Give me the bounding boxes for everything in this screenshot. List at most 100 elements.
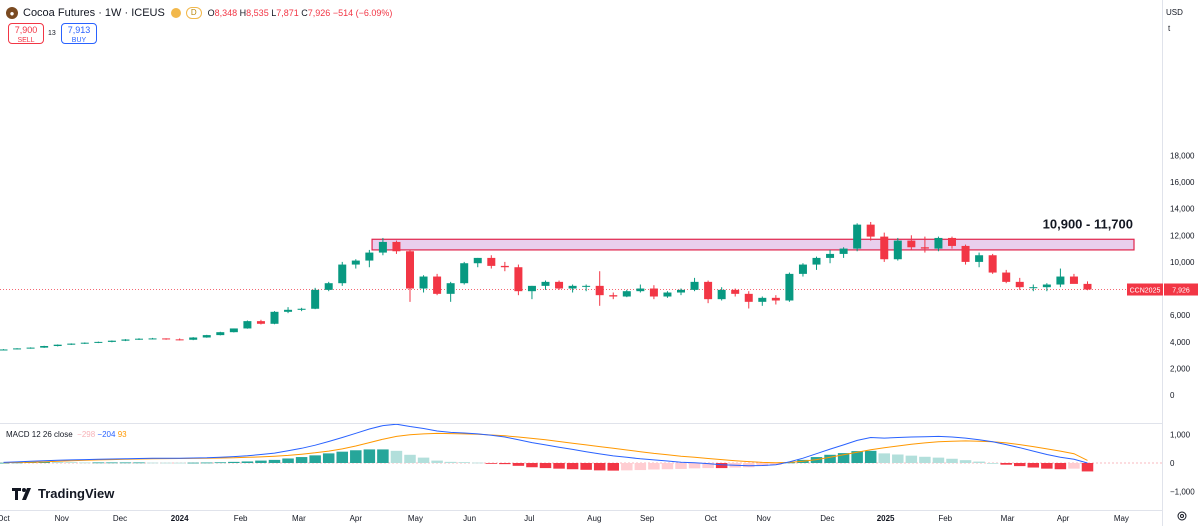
delayed-data-badge[interactable]: D <box>185 7 202 19</box>
macd-histogram-bar <box>756 463 769 467</box>
settings-gear-icon[interactable] <box>1176 510 1188 522</box>
close-value: 7,926 <box>307 8 331 18</box>
sell-button[interactable]: 7,900 SELL <box>8 23 44 44</box>
candle-body <box>392 241 401 252</box>
macd-signal-value: 93 <box>117 430 127 439</box>
macd-histogram-bar <box>580 463 592 470</box>
candle-body <box>1056 276 1065 285</box>
candle-body <box>297 308 306 310</box>
macd-histogram-bar <box>553 463 565 469</box>
last-price-value-badge <box>1164 283 1198 296</box>
macd-histogram-bar <box>715 463 728 469</box>
time-axis-label: 2024 <box>171 514 189 523</box>
macd-histogram-bar <box>986 463 999 464</box>
sell-price: 7,900 <box>14 25 38 35</box>
macd-hist-value: −298 <box>77 430 96 439</box>
candle-body <box>582 285 591 287</box>
candle-body <box>107 340 116 342</box>
buy-price: 7,913 <box>67 25 91 35</box>
time-axis-label: Dec <box>113 514 127 523</box>
candle-body <box>961 245 970 262</box>
macd-histogram-bar <box>417 457 430 463</box>
candle-body <box>473 257 482 264</box>
macd-histogram-bar <box>377 449 389 463</box>
symbol-header: ● Cocoa Futures · 1W · ICEUS D O8,348 H8… <box>6 5 392 21</box>
macd-histogram-bar <box>864 450 877 463</box>
market-status-dot-icon <box>170 8 181 18</box>
candle-body <box>270 311 279 324</box>
macd-histogram-bar <box>133 462 145 464</box>
macd-histogram-bar <box>607 463 619 471</box>
candle-body <box>446 283 455 294</box>
candle-body <box>40 346 49 348</box>
time-axis-label: Oct <box>0 514 10 523</box>
time-axis-label: Mar <box>292 514 306 523</box>
buy-label: BUY <box>71 37 87 44</box>
macd-histogram-bar <box>295 457 308 463</box>
buy-button[interactable]: 7,913 BUY <box>61 23 97 44</box>
price-axis-label: 16,000 <box>1170 178 1195 187</box>
candle-body <box>1083 283 1092 290</box>
macd-histogram-bar <box>92 462 105 464</box>
macd-histogram-bar <box>1000 463 1012 465</box>
macd-histogram-bar <box>837 453 850 463</box>
last-price-symbol: CCN2025 <box>1130 288 1161 295</box>
candle-body <box>677 289 685 293</box>
candle-body <box>717 289 726 300</box>
candle-body <box>704 281 713 300</box>
last-price-symbol-badge <box>1127 283 1163 296</box>
candle-body <box>907 240 916 248</box>
macd-histogram-bar <box>241 461 254 463</box>
price-axis-label: 14,000 <box>1170 205 1195 214</box>
price-axis-label: 6,000 <box>1170 311 1191 320</box>
candle-body <box>433 276 442 294</box>
macd-histogram-bar <box>336 451 348 463</box>
time-axis-label: Apr <box>1057 514 1070 523</box>
macd-histogram-bar <box>959 460 972 463</box>
macd-histogram-bar <box>1081 463 1094 472</box>
macd-histogram-bar <box>661 463 674 470</box>
macd-line-value: −204 <box>97 430 116 439</box>
candle-body <box>934 237 943 249</box>
macd-histogram-bar <box>1027 463 1040 468</box>
symbol-title[interactable]: Cocoa Futures · 1W · ICEUS <box>23 7 165 19</box>
macd-axis-label: 1,000 <box>1170 431 1191 440</box>
candle-body <box>1042 284 1051 288</box>
macd-histogram-bar <box>444 461 457 463</box>
candle-body <box>853 224 862 249</box>
macd-histogram-bar <box>499 463 511 465</box>
candle-body <box>771 297 780 301</box>
macd-axis-label: −1,000 <box>1170 487 1195 496</box>
candle-body <box>826 253 835 258</box>
time-axis-label: Oct <box>705 514 718 523</box>
macd-histogram-bar <box>350 450 362 463</box>
candle-body <box>1069 276 1078 284</box>
candle-body <box>67 343 76 345</box>
spread-value: 13 <box>48 30 56 37</box>
price-axis-label: 0 <box>1170 391 1175 400</box>
macd-histogram-bar <box>390 450 403 463</box>
currency-selector[interactable]: USD <box>1166 8 1183 17</box>
sell-label: SELL <box>17 37 35 44</box>
macd-histogram-bar <box>201 462 213 464</box>
unit-selector[interactable]: t <box>1168 24 1171 33</box>
macd-legend[interactable]: MACD 12 26 close −298 −204 93 <box>6 430 127 439</box>
candle-body <box>487 257 496 266</box>
macd-histogram-bar <box>472 462 484 464</box>
candle-body <box>351 260 360 265</box>
time-axis-label: May <box>1114 514 1129 523</box>
time-axis-label: Jun <box>463 514 476 523</box>
candle-body <box>189 337 198 340</box>
candle-body <box>406 251 414 289</box>
macd-histogram-bar <box>146 462 159 464</box>
macd-histogram-bar <box>1014 463 1026 467</box>
macd-histogram-bar <box>458 462 470 463</box>
macd-histogram-bar <box>485 463 498 464</box>
candle-body <box>162 338 171 340</box>
tradingview-logo[interactable]: TradingView <box>12 486 114 501</box>
macd-histogram-bar <box>702 463 714 469</box>
macd-axis-label: 0 <box>1170 459 1175 468</box>
change-value: −514 (−6.09%) <box>332 8 393 18</box>
open-value: 8,348 <box>214 8 238 18</box>
